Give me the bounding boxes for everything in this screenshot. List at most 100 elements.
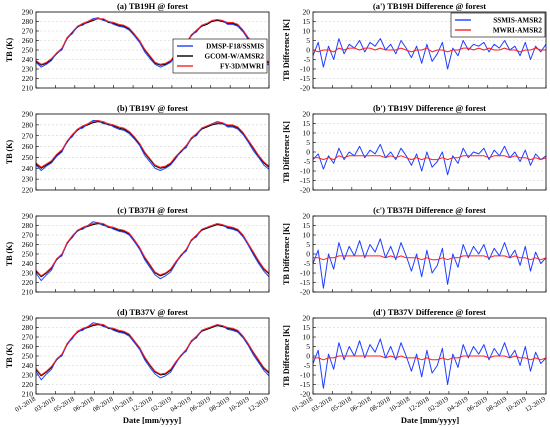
y-tick-label: 210: [22, 84, 34, 93]
y-axis-label: TB Difference [K]: [282, 121, 291, 183]
x-tick-label: 10-2019: [228, 395, 251, 413]
y-tick-label: 20: [303, 8, 311, 17]
panel-title: (c) TB37H @ forest: [117, 205, 188, 215]
y-tick-label: 260: [22, 342, 34, 351]
y-axis-label: TB (K): [5, 344, 14, 369]
plot-frame: [35, 113, 270, 191]
x-tick-label: 10-2018: [111, 395, 134, 413]
x-tick-label: 04-2019: [446, 395, 469, 413]
panel-title: (d') TB37V Difference @ forest: [373, 307, 486, 317]
y-tick-label: 290: [22, 314, 34, 323]
y-tick-label: 270: [22, 231, 34, 240]
plot-frame: [312, 317, 547, 395]
y-tick-label: 280: [22, 221, 34, 230]
chart-panel-8: -20-15-10-50510152001-201803-201805-2018…: [282, 307, 548, 414]
y-tick-label: 290: [22, 8, 34, 17]
y-tick-label: 270: [22, 131, 34, 140]
y-tick-label: 280: [22, 17, 34, 26]
y-tick-label: 260: [22, 36, 34, 45]
x-tick-label: 06-2019: [189, 395, 212, 413]
y-tick-label: 290: [22, 212, 34, 221]
legend-label: FY-3D/MWRI: [220, 63, 264, 71]
x-tick-label: 06-2018: [349, 395, 372, 413]
series-line-2: [313, 47, 546, 53]
legend-label: GCOM-W/AMSR2: [205, 53, 265, 61]
y-tick-label: 10: [303, 27, 311, 36]
y-tick-label: -15: [300, 176, 310, 185]
legend-box: [450, 12, 546, 38]
series-line-2: [36, 120, 269, 171]
y-tick-label: 250: [22, 153, 34, 162]
plot-frame: [35, 317, 270, 395]
series-line-3: [36, 18, 269, 65]
y-tick-label: 250: [22, 352, 34, 361]
panel-title: (a) TB19H @ forest: [117, 1, 188, 11]
y-tick-label: -10: [300, 167, 310, 176]
y-tick-label: 240: [22, 55, 34, 64]
y-axis-label: TB Difference [K]: [282, 223, 291, 285]
x-tick-label: 08-2018: [369, 395, 392, 413]
y-tick-label: -5: [304, 157, 310, 166]
y-tick-label: 230: [22, 175, 34, 184]
y-tick-label: 270: [22, 27, 34, 36]
y-tick-label: 5: [306, 138, 310, 147]
series-line-3: [36, 323, 269, 376]
x-tick-label: 10-2019: [505, 395, 528, 413]
y-tick-label: -5: [304, 259, 310, 268]
panel-title: (a') TB19H Difference @ forest: [373, 1, 486, 11]
y-tick-label: 220: [22, 186, 34, 195]
y-tick-label: 240: [22, 164, 34, 173]
x-tick-label: 02-2019: [427, 395, 450, 413]
y-tick-label: -5: [304, 361, 310, 370]
y-axis-label: TB (K): [5, 140, 14, 165]
x-tick-label: 05-2018: [330, 395, 353, 413]
series-line-2: [36, 17, 269, 68]
y-tick-label: 5: [306, 342, 310, 351]
legend-label: SSMIS-AMSR2: [493, 17, 542, 25]
plot-frame: [312, 113, 547, 191]
x-tick-label: 12-2019: [247, 395, 270, 413]
legend: DMSP-F18/SSMIS GCOM-W/AMSR2 FY-3D/MWRI: [172, 38, 268, 74]
y-tick-label: -20: [300, 186, 310, 195]
y-tick-label: 230: [22, 65, 34, 74]
y-tick-label: 220: [22, 380, 34, 389]
plot-frame: [35, 215, 270, 293]
series-line-2: [36, 322, 269, 381]
y-tick-label: -10: [300, 269, 310, 278]
y-tick-label: 5: [306, 36, 310, 45]
x-tick-label: 06-2018: [72, 395, 95, 413]
x-tick-label: 08-2018: [92, 395, 115, 413]
y-tick-label: 20: [303, 314, 311, 323]
plot-frame: [312, 11, 547, 89]
y-tick-label: -10: [300, 65, 310, 74]
y-tick-label: 220: [22, 278, 34, 287]
panel-title: (b) TB19V @ forest: [117, 103, 188, 113]
y-tick-label: 10: [303, 231, 311, 240]
x-tick-label: 03-2018: [34, 395, 57, 413]
y-tick-label: 260: [22, 240, 34, 249]
x-tick-label: 12-2018: [408, 395, 431, 413]
y-tick-label: -10: [300, 371, 310, 380]
y-tick-label: 230: [22, 371, 34, 380]
series-line-1: [313, 338, 546, 389]
y-tick-label: 280: [22, 323, 34, 332]
y-tick-label: 10: [303, 129, 311, 138]
y-axis-label: TB Difference [K]: [282, 19, 291, 81]
x-axis-label-left: Date [mm/yyyy]: [123, 415, 181, 425]
y-tick-label: -15: [300, 74, 310, 83]
y-tick-label: 290: [22, 110, 34, 119]
y-tick-label: 230: [22, 269, 34, 278]
y-tick-label: 220: [22, 74, 34, 83]
y-tick-label: 250: [22, 46, 34, 55]
series-line-2: [313, 255, 546, 261]
y-tick-label: 240: [22, 259, 34, 268]
x-tick-label: 03-2018: [311, 395, 334, 413]
y-tick-label: 240: [22, 361, 34, 370]
series-line-2: [36, 221, 269, 282]
x-tick-label: 12-2019: [524, 395, 547, 413]
panel-title: (c') TB37H Difference @ forest: [373, 205, 486, 215]
x-tick-label: 05-2018: [53, 395, 76, 413]
x-tick-label: 08-2019: [485, 395, 508, 413]
